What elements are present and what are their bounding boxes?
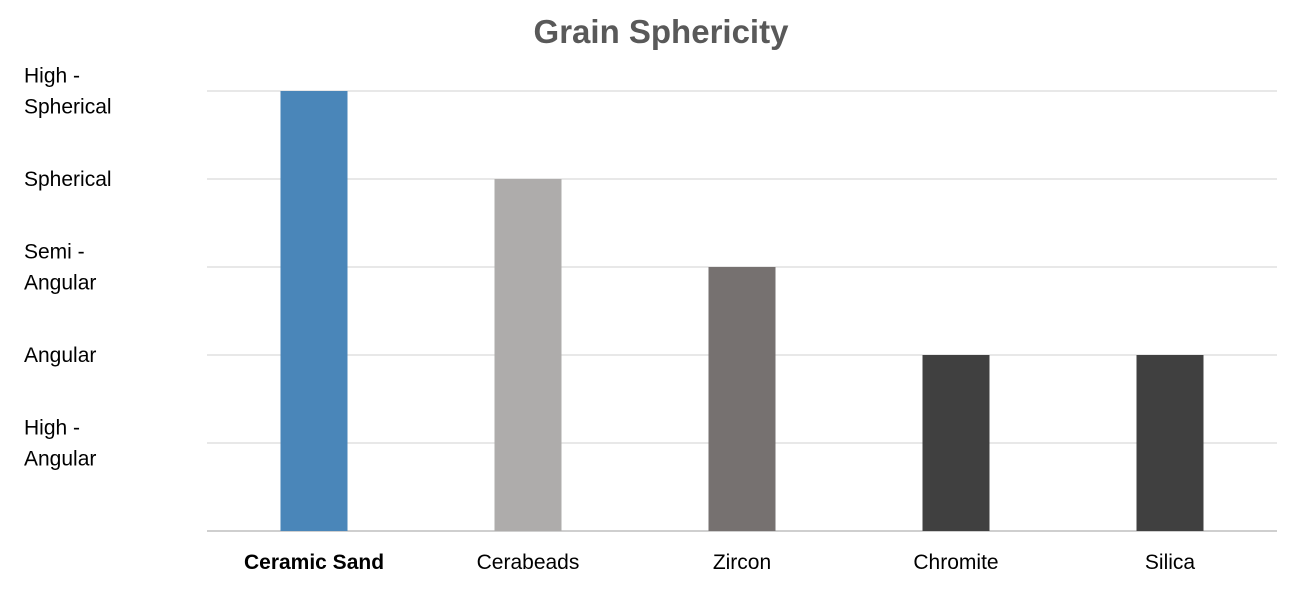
x-axis-tick-labels: Ceramic Sand Cerabeads Zircon Chromite Silic… bbox=[244, 551, 1195, 574]
chart-title: Grain Sphericity bbox=[534, 13, 790, 50]
x-tick-label: Ceramic Sand bbox=[244, 551, 384, 574]
bar-chromite bbox=[922, 355, 990, 531]
bars bbox=[280, 91, 1204, 531]
y-tick-label: Semi -Angular bbox=[24, 241, 96, 295]
bar-ceramic-sand bbox=[280, 91, 348, 531]
bar-zircon bbox=[708, 267, 776, 531]
y-tick-label: Spherical bbox=[24, 168, 112, 191]
x-tick-label: Zircon bbox=[713, 551, 771, 574]
x-tick-label: Cerabeads bbox=[477, 551, 580, 574]
bar-silica bbox=[1136, 355, 1204, 531]
y-axis-tick-labels: High -Angular Angular Semi -Angular Spheric… bbox=[24, 65, 112, 471]
bar-cerabeads bbox=[494, 179, 562, 531]
y-tick-label: High -Angular bbox=[24, 417, 96, 471]
y-tick-label: High -Spherical bbox=[24, 65, 112, 119]
x-tick-label: Silica bbox=[1145, 551, 1196, 574]
y-tick-label: Angular bbox=[24, 344, 96, 367]
x-tick-label: Chromite bbox=[913, 551, 998, 574]
